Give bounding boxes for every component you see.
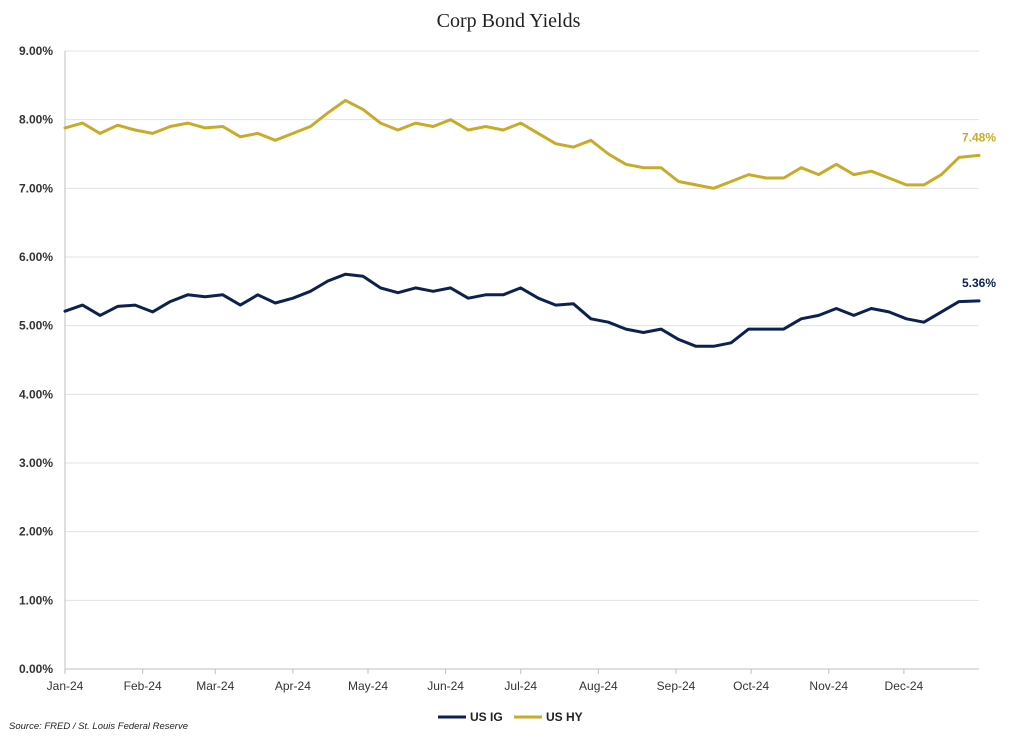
x-tick-label: Aug-24 bbox=[579, 679, 618, 693]
y-tick-label: 3.00% bbox=[19, 456, 53, 470]
x-tick-label: Oct-24 bbox=[733, 679, 769, 693]
y-tick-label: 9.00% bbox=[19, 44, 53, 58]
x-tick-label: Nov-24 bbox=[809, 679, 848, 693]
source-note: Source: FRED / St. Louis Federal Reserve bbox=[9, 721, 188, 732]
x-tick-label: Jan-24 bbox=[47, 679, 84, 693]
x-tick-label: Mar-24 bbox=[196, 679, 234, 693]
y-tick-label: 0.00% bbox=[19, 662, 53, 676]
end-value-label: 7.48% bbox=[962, 130, 996, 144]
legend-label: US IG bbox=[470, 710, 503, 724]
y-tick-label: 1.00% bbox=[19, 593, 53, 607]
y-tick-label: 5.00% bbox=[19, 319, 53, 333]
y-tick-label: 4.00% bbox=[19, 387, 53, 401]
x-tick-label: Sep-24 bbox=[657, 679, 696, 693]
end-value-label: 5.36% bbox=[962, 276, 996, 290]
chart-title: Corp Bond Yields bbox=[436, 10, 581, 32]
x-tick-label: Jul-24 bbox=[504, 679, 537, 693]
y-tick-label: 6.00% bbox=[19, 250, 53, 264]
x-tick-label: Jun-24 bbox=[427, 679, 464, 693]
y-tick-label: 8.00% bbox=[19, 113, 53, 127]
x-tick-label: Apr-24 bbox=[275, 679, 311, 693]
series-line-us-ig bbox=[63, 272, 981, 348]
series-line-us-hy bbox=[63, 98, 981, 190]
legend-label: US HY bbox=[546, 710, 583, 724]
y-tick-label: 7.00% bbox=[19, 181, 53, 195]
x-tick-label: May-24 bbox=[348, 679, 388, 693]
x-tick-label: Dec-24 bbox=[885, 679, 924, 693]
y-tick-label: 2.00% bbox=[19, 525, 53, 539]
x-tick-label: Feb-24 bbox=[124, 679, 162, 693]
